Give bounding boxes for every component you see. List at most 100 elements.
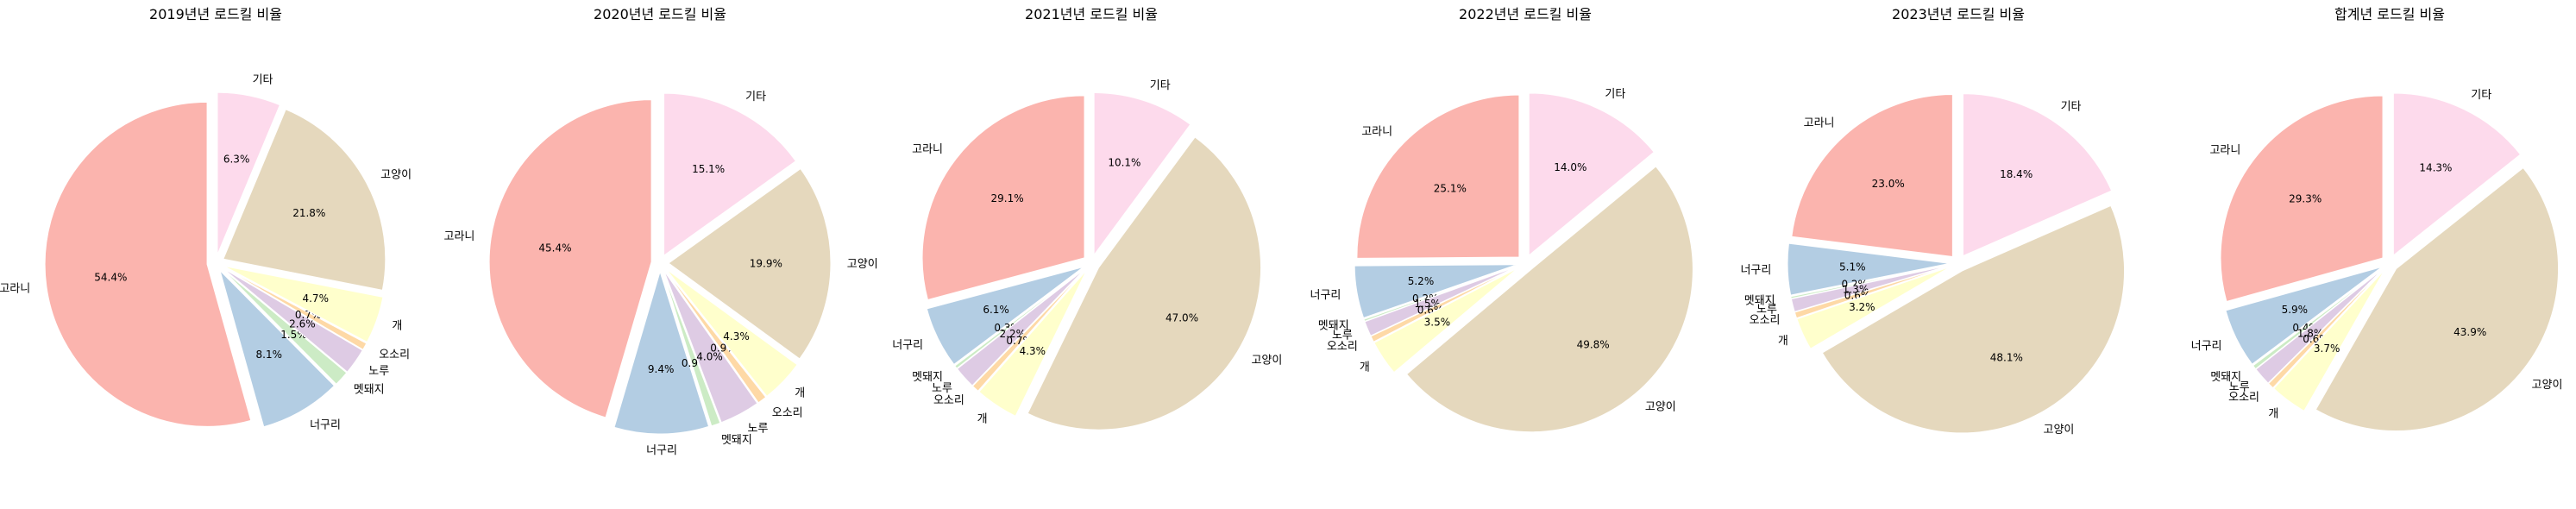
- pie-slice: [1027, 136, 1261, 430]
- pie-slice: [1370, 266, 1518, 342]
- slice-category-label: 멧돼지: [721, 434, 752, 447]
- pie-slice: [1791, 94, 1953, 258]
- pie-slice: [1962, 93, 2113, 257]
- slice-percent-label: 2.2%: [1000, 328, 1027, 340]
- slice-category-label: 고라니: [1361, 125, 1392, 138]
- pie-slice: [217, 91, 281, 255]
- pie-slice: [921, 95, 1085, 301]
- slice-category-label: 고라니: [0, 283, 30, 296]
- pie-chart-2: 2020년년 로드킬 비율45.4%고라니9.4%너구리0.9%멧돼지4.0%노…: [444, 6, 878, 457]
- pie-slice: [1373, 267, 1519, 374]
- slice-category-label: 기타: [2471, 89, 2491, 102]
- slice-percent-label: 8.1%: [256, 349, 283, 361]
- slice-percent-label: 3.7%: [2314, 342, 2340, 355]
- slice-category-label: 오소리: [772, 407, 803, 420]
- slice-percent-label: 5.9%: [2282, 304, 2309, 316]
- slice-percent-label: 5.2%: [1408, 275, 1435, 287]
- slice-percent-label: 25.1%: [1434, 183, 1467, 195]
- pie-chart-3: 2021년년 로드킬 비율29.1%고라니6.1%너구리0.3%멧돼지2.2%노…: [892, 6, 1282, 430]
- pie-slice: [1405, 166, 1693, 433]
- slice-category-label: 멧돼지: [1744, 295, 1775, 308]
- slice-percent-label: 9.4%: [648, 363, 675, 375]
- slice-category-label: 기타: [1605, 88, 1625, 101]
- slice-percent-label: 54.4%: [94, 272, 127, 284]
- pie-slice: [222, 267, 363, 373]
- pie-slice: [664, 269, 767, 404]
- pie-slice: [1354, 264, 1517, 319]
- pie-slice: [926, 266, 1084, 366]
- pie-slice: [2315, 167, 2560, 431]
- pie-slice: [1363, 265, 1517, 323]
- pie-chart-5: 2023년년 로드킬 비율23.0%고라니5.1%너구리0.2%멧돼지1.3%노…: [1740, 6, 2126, 437]
- slice-category-label: 오소리: [1750, 314, 1781, 327]
- pie-slice: [1364, 266, 1517, 336]
- pie-slice: [223, 265, 384, 343]
- slice-percent-label: 4.0%: [696, 350, 723, 362]
- slice-category-label: 오소리: [1327, 340, 1358, 353]
- slice-percent-label: 29.3%: [2289, 193, 2322, 205]
- chart-title: 2020년년 로드킬 비율: [594, 6, 726, 22]
- pie-slice: [662, 271, 721, 427]
- pie-slice: [668, 167, 832, 360]
- pie-slice: [663, 92, 797, 257]
- slice-category-label: 고라니: [2209, 144, 2240, 157]
- slice-category-label: 개: [392, 319, 402, 332]
- pie-slice: [2255, 268, 2384, 384]
- slice-percent-label: 49.8%: [1577, 338, 1610, 350]
- chart-title: 2022년년 로드킬 비율: [1459, 6, 1592, 22]
- pie-chart-1: 2019년년 로드킬 비율54.4%고라니8.1%너구리1.5%멧돼지2.6%노…: [0, 6, 412, 431]
- pie-slice: [1821, 204, 2126, 434]
- slice-percent-label: 6.3%: [223, 154, 250, 166]
- pie-slice: [1093, 92, 1191, 257]
- slice-percent-label: 4.3%: [1020, 345, 1046, 357]
- slice-category-label: 노루: [932, 382, 952, 395]
- slice-category-label: 오소리: [379, 349, 410, 361]
- slice-percent-label: 6.1%: [983, 304, 1009, 316]
- pie-slice: [665, 268, 798, 398]
- chart-title: 2021년년 로드킬 비율: [1025, 6, 1158, 22]
- slice-category-label: 너구리: [2191, 340, 2222, 353]
- slice-category-label: 개: [795, 386, 805, 399]
- slice-percent-label: 14.0%: [1554, 161, 1586, 173]
- slice-category-label: 고양이: [1645, 401, 1676, 414]
- pie-slice: [954, 267, 1085, 369]
- slice-category-label: 기타: [253, 73, 273, 86]
- pie-slice: [2252, 267, 2384, 370]
- pie-slice: [2225, 266, 2383, 365]
- pie-slice: [971, 268, 1086, 392]
- slice-category-label: 멧돼지: [354, 384, 385, 397]
- pie-slice: [223, 267, 368, 350]
- pie-slice: [44, 101, 252, 427]
- slice-category-label: 개: [2268, 408, 2278, 421]
- slice-category-label: 너구리: [646, 444, 677, 457]
- slice-category-label: 노루: [1332, 329, 1353, 342]
- slice-category-label: 고양이: [2044, 424, 2075, 437]
- slice-percent-label: 19.9%: [750, 258, 782, 270]
- slice-category-label: 기타: [745, 91, 766, 104]
- slice-category-label: 멧돼지: [1318, 320, 1349, 333]
- pie-slice: [1794, 265, 1951, 319]
- slice-category-label: 너구리: [1310, 289, 1341, 302]
- slice-category-label: 고양이: [847, 258, 878, 271]
- slice-percent-label: 3.2%: [1849, 301, 1875, 313]
- slice-percent-label: 47.0%: [1165, 312, 1198, 324]
- slice-category-label: 멧돼지: [2210, 371, 2241, 384]
- pie-slice: [2272, 269, 2385, 412]
- slice-category-label: 오소리: [933, 394, 964, 407]
- slice-category-label: 개: [1778, 335, 1788, 348]
- pie-slice: [223, 109, 386, 291]
- chart-title: 2019년년 로드킬 비율: [149, 6, 282, 22]
- slice-category-label: 노루: [748, 423, 769, 436]
- slice-category-label: 고양이: [1251, 354, 1282, 367]
- slice-percent-label: 43.9%: [2453, 326, 2486, 338]
- slice-category-label: 노루: [1756, 304, 1777, 317]
- pie-slice: [1796, 266, 1951, 349]
- slice-percent-label: 15.1%: [692, 163, 725, 175]
- pie-slice: [663, 270, 758, 424]
- slice-percent-label: 14.3%: [2419, 161, 2452, 173]
- slice-category-label: 고라니: [912, 143, 943, 156]
- pie-slice: [1528, 92, 1655, 257]
- pie-slice: [1787, 242, 1951, 296]
- slice-percent-label: 21.8%: [292, 207, 325, 219]
